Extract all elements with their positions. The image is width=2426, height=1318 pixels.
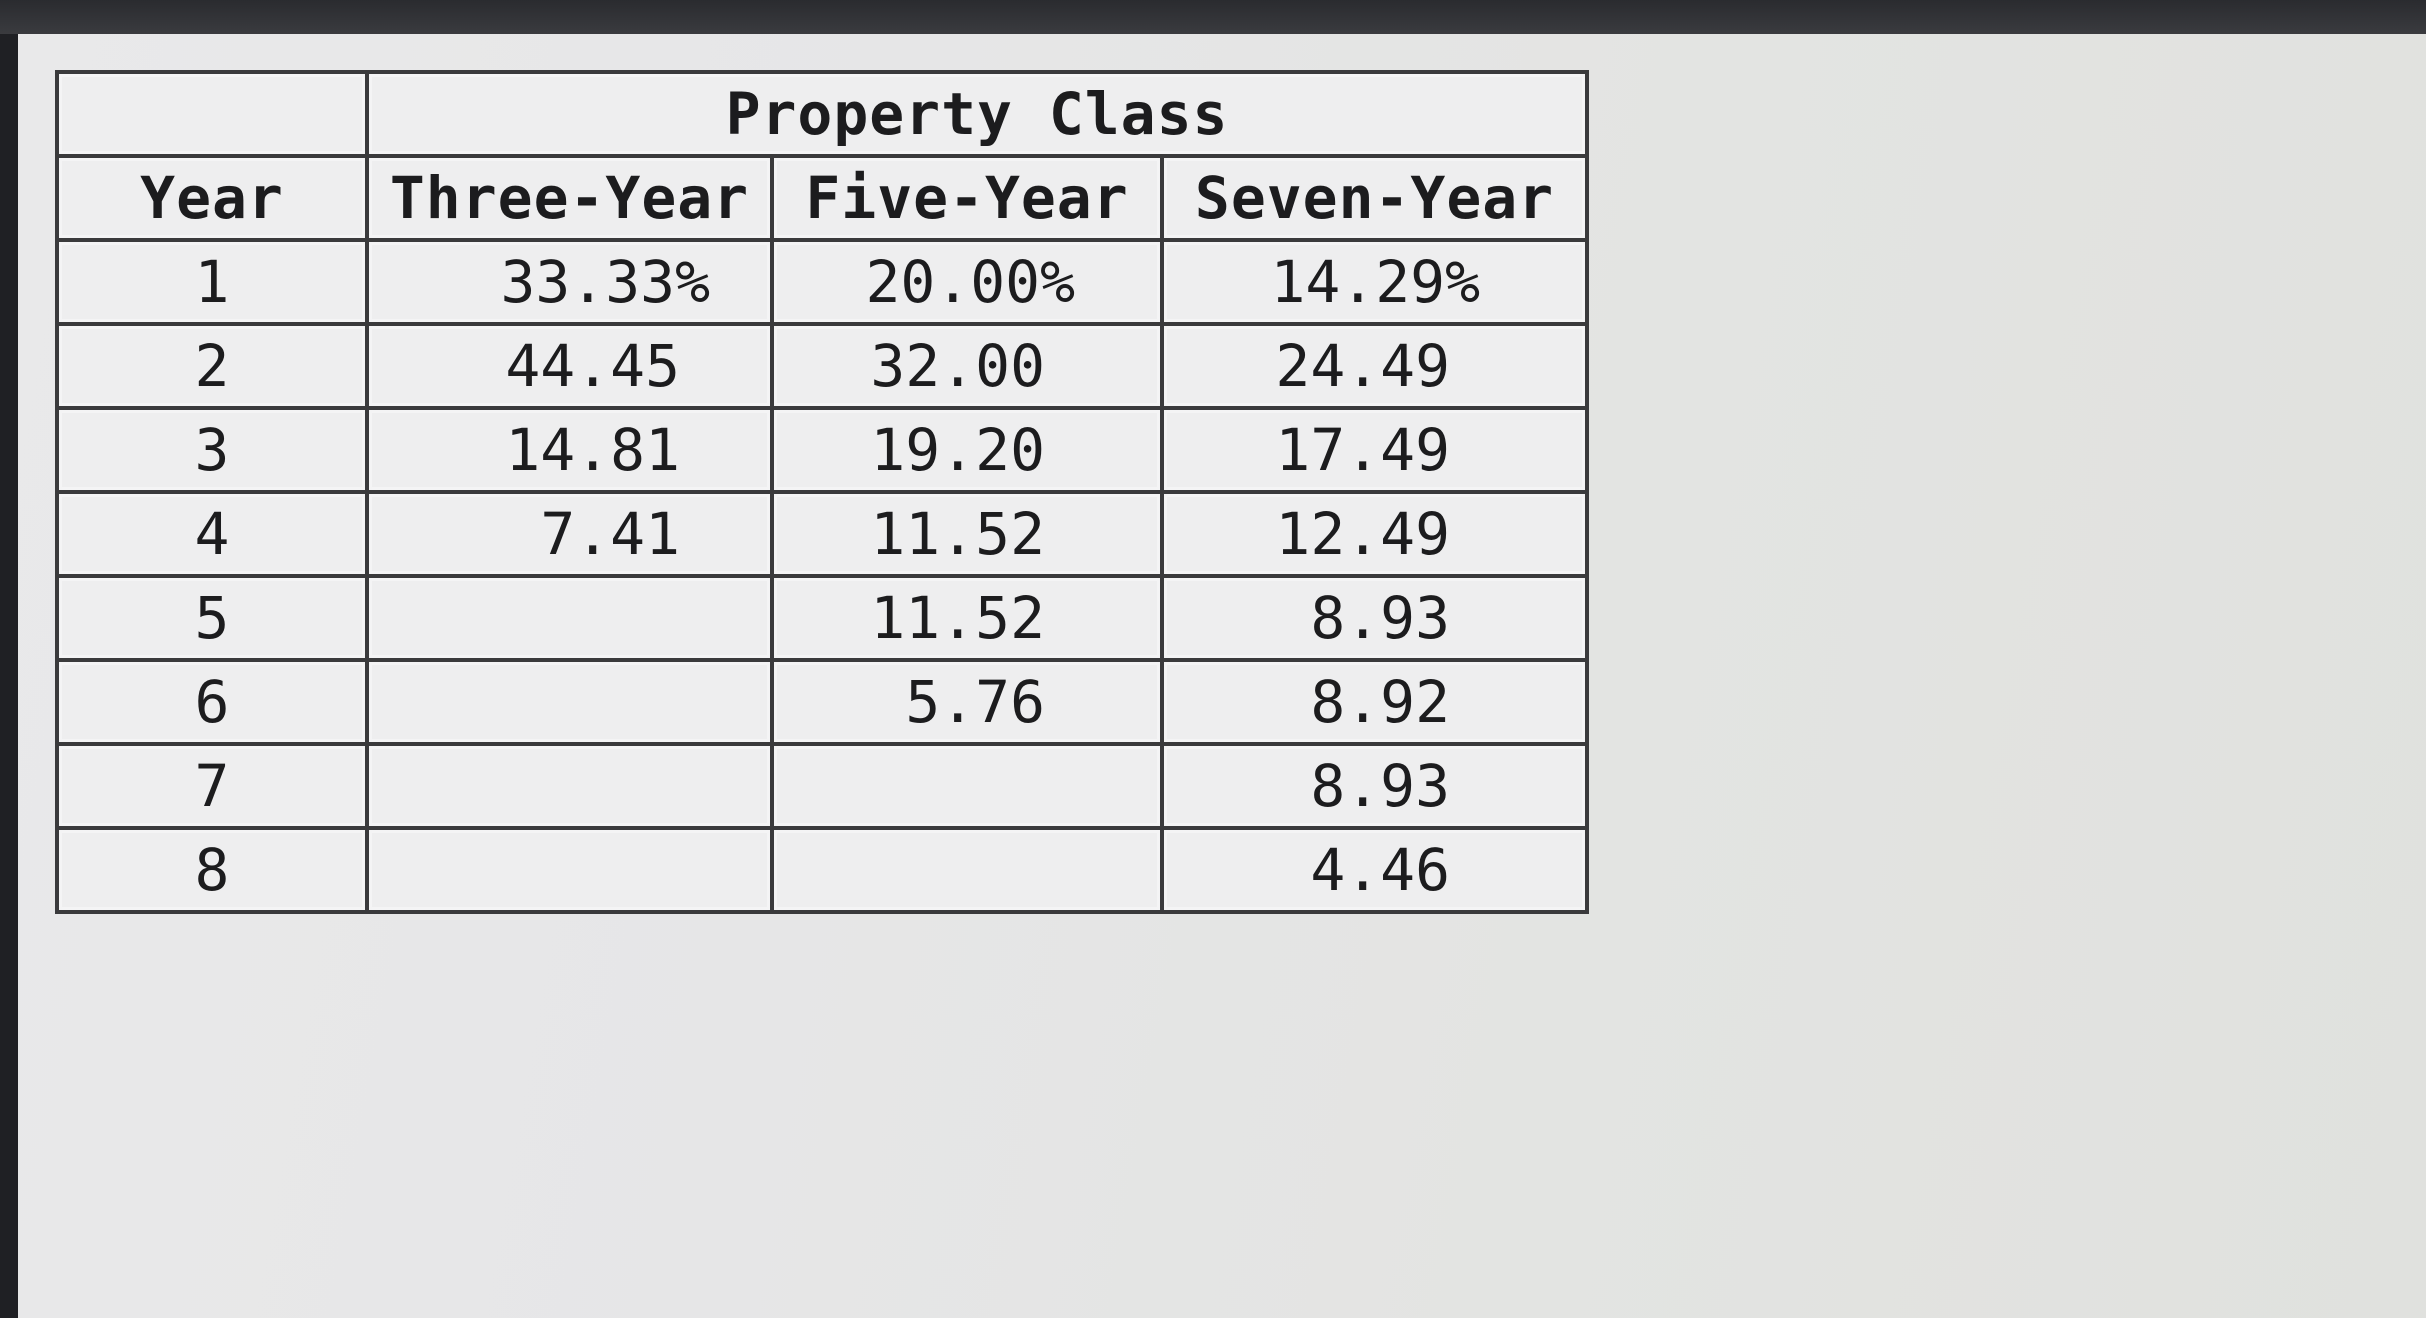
three-year-cell	[365, 826, 774, 914]
year-cell: 8	[55, 826, 369, 914]
five-year-cell: 20.00%	[770, 238, 1164, 326]
monitor-bezel	[0, 0, 2426, 34]
macrs-depreciation-table: Property Class Year Three-Year Five-Year…	[55, 70, 1590, 914]
column-header-row: Year Three-Year Five-Year Seven-Year	[55, 154, 1590, 242]
seven-year-cell: 12.49	[1159, 490, 1590, 578]
year-cell: 3	[55, 406, 369, 494]
five-year-cell: 11.52	[770, 490, 1164, 578]
property-class-header: Property Class	[364, 70, 1590, 158]
seven-year-cell: 8.92	[1159, 658, 1590, 746]
five-year-cell: 11.52	[770, 574, 1164, 662]
seven-year-cell: 24.49	[1159, 322, 1590, 410]
five-year-cell: 5.76	[770, 658, 1164, 746]
caption-row: Property Class	[55, 70, 1590, 158]
seven-year-cell: 14.29%	[1159, 238, 1590, 326]
three-year-cell: 14.81	[365, 406, 774, 494]
seven-year-cell: 4.46	[1159, 826, 1590, 914]
five-year-cell: 19.20	[770, 406, 1164, 494]
three-year-cell: 33.33%	[365, 238, 774, 326]
five-year-cell	[770, 826, 1164, 914]
year-cell: 7	[55, 742, 369, 830]
year-cell: 2	[55, 322, 369, 410]
table-row: 8 4.46	[55, 826, 1590, 914]
three-year-cell	[365, 658, 774, 746]
three-year-cell	[365, 742, 774, 830]
three-year-cell: 44.45	[365, 322, 774, 410]
five-year-cell	[770, 742, 1164, 830]
year-header: Year	[55, 154, 369, 242]
table-row: 6 5.76 8.92	[55, 658, 1590, 746]
table-row: 1 33.33% 20.00% 14.29%	[55, 238, 1590, 326]
seven-year-cell: 17.49	[1159, 406, 1590, 494]
three-year-header: Three-Year	[365, 154, 774, 242]
table-row: 7 8.93	[55, 742, 1590, 830]
table-row: 4 7.41 11.52 12.49	[55, 490, 1590, 578]
table-row: 3 14.81 19.20 17.49	[55, 406, 1590, 494]
three-year-cell: 7.41	[365, 490, 774, 578]
seven-year-cell: 8.93	[1159, 574, 1590, 662]
year-cell: 5	[55, 574, 369, 662]
seven-year-header: Seven-Year	[1159, 154, 1590, 242]
table-row: 2 44.45 32.00 24.49	[55, 322, 1590, 410]
year-cell: 1	[55, 238, 369, 326]
year-cell: 6	[55, 658, 369, 746]
year-cell: 4	[55, 490, 369, 578]
five-year-cell: 32.00	[770, 322, 1164, 410]
three-year-cell	[365, 574, 774, 662]
seven-year-cell: 8.93	[1159, 742, 1590, 830]
five-year-header: Five-Year	[770, 154, 1164, 242]
table-row: 5 11.52 8.93	[55, 574, 1590, 662]
